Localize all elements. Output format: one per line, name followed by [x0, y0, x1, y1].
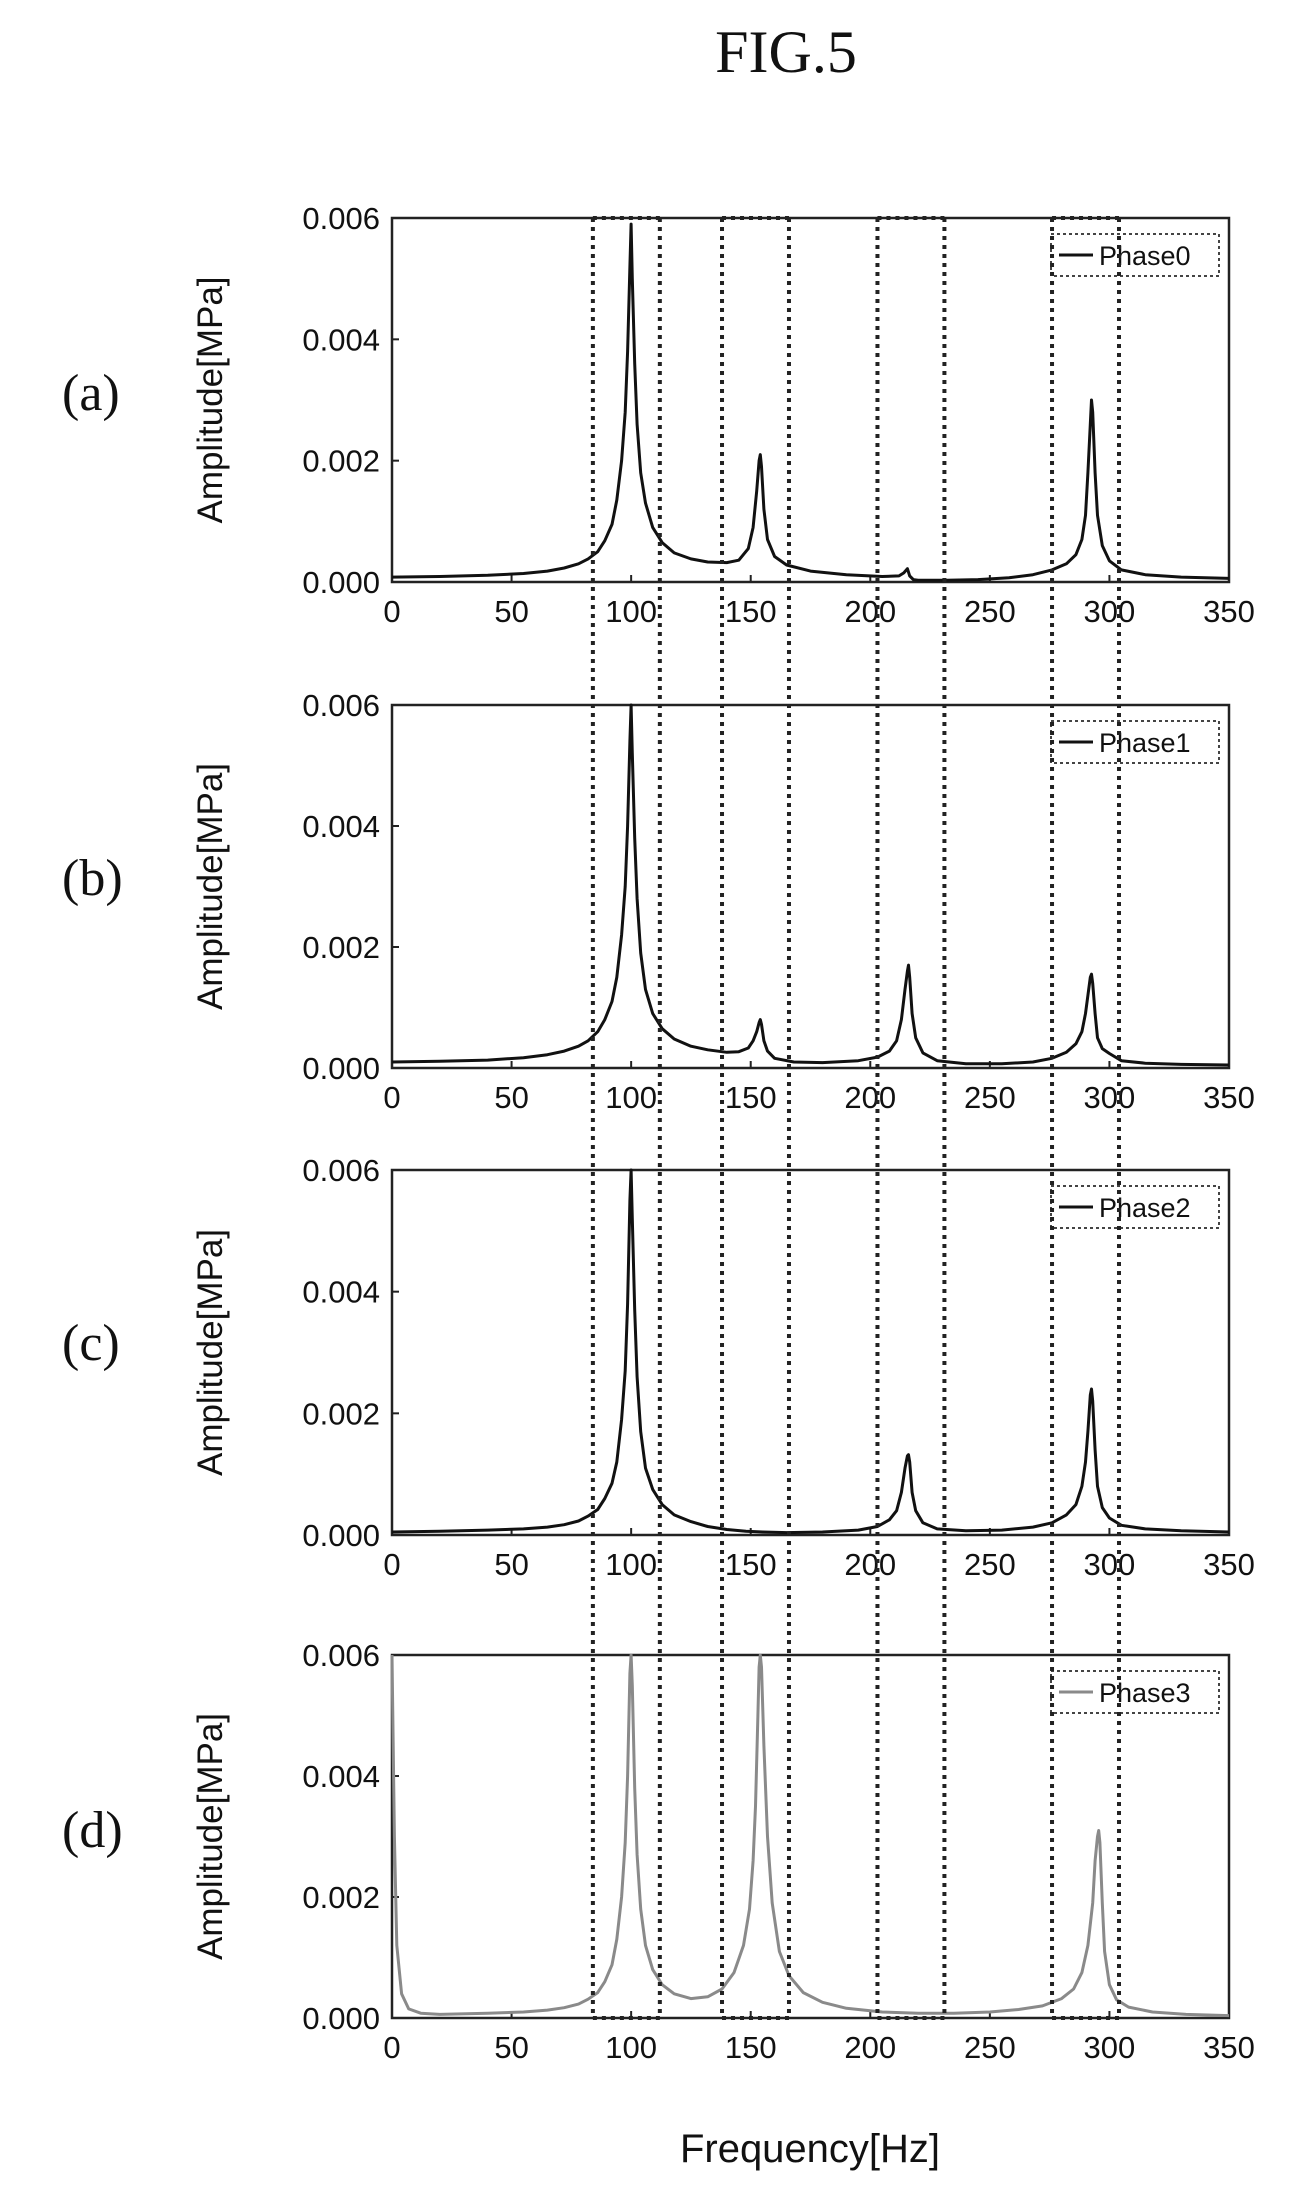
series-line — [391, 1168, 1230, 1535]
chart-panel: 0 50 100 150 200 250 300 350 0.000 0.002 0.004 0.00… — [62, 688, 1255, 1115]
x-tick-label: 150 — [725, 594, 777, 629]
panel-label: (d) — [62, 1802, 123, 1859]
series-line — [391, 222, 1230, 582]
x-tick-label: 0 — [383, 594, 400, 629]
y-tick-label: 0.000 — [302, 2001, 380, 2036]
y-tick-label: 0.002 — [302, 930, 380, 965]
x-tick-label: 50 — [494, 1547, 528, 1582]
y-tick-label: 0.004 — [302, 1759, 380, 1794]
x-tick-label: 250 — [964, 2030, 1016, 2065]
x-tick-label: 350 — [1203, 594, 1255, 629]
y-tick-label: 0.006 — [302, 201, 380, 236]
y-tick-label: 0.006 — [302, 688, 380, 723]
y-tick-label: 0.004 — [302, 1275, 380, 1310]
y-tick-label: 0.006 — [302, 1153, 380, 1188]
y-tick-label: 0.006 — [302, 1638, 380, 1673]
y-tick-label: 0.000 — [302, 565, 380, 600]
x-tick-label: 150 — [725, 1547, 777, 1582]
plot-frame — [390, 216, 1231, 584]
plot-frame — [390, 1168, 1231, 1537]
x-tick-label: 300 — [1084, 2030, 1136, 2065]
x-tick-label: 200 — [844, 1547, 896, 1582]
band-guide-lines — [590, 216, 1121, 2020]
plot-frame — [390, 1653, 1231, 2020]
x-tick-label: 200 — [844, 1080, 896, 1115]
x-tick-label: 0 — [383, 2030, 400, 2065]
figure-title: FIG.5 — [715, 19, 857, 85]
legend-label: Phase3 — [1099, 1678, 1191, 1708]
x-tick-label: 50 — [494, 2030, 528, 2065]
y-tick-label: 0.004 — [302, 322, 380, 357]
panel-label: (b) — [62, 850, 123, 907]
x-tick-label: 300 — [1084, 1547, 1136, 1582]
x-tick-label: 100 — [605, 2030, 657, 2065]
y-tick-label: 0.002 — [302, 1880, 380, 1915]
chart-panel: 0 50 100 150 200 250 300 350 0.000 0.002 0.004 0.00… — [62, 1153, 1255, 1582]
x-tick-label: 100 — [605, 1547, 657, 1582]
x-tick-label: 200 — [844, 594, 896, 629]
x-tick-label: 350 — [1203, 1080, 1255, 1115]
x-tick-label: 350 — [1203, 2030, 1255, 2065]
y-tick-label: 0.002 — [302, 444, 380, 479]
x-tick-label: 100 — [605, 594, 657, 629]
series-line — [391, 703, 1230, 1067]
x-tick-label: 50 — [494, 594, 528, 629]
y-tick-label: 0.000 — [302, 1051, 380, 1086]
panel-label: (c) — [62, 1315, 120, 1372]
y-axis-label: Amplitude[MPa] — [191, 763, 230, 1010]
x-tick-label: 350 — [1203, 1547, 1255, 1582]
y-axis-label: Amplitude[MPa] — [191, 276, 230, 523]
chart-panel: 0 50 100 150 200 250 300 350 0.000 0.002 0.004 0.00… — [62, 1638, 1255, 2065]
x-tick-label: 0 — [383, 1547, 400, 1582]
chart-panel: 0 50 100 150 200 250 300 350 0.000 0.002 0.004 0.00… — [62, 201, 1255, 629]
y-tick-label: 0.002 — [302, 1396, 380, 1431]
x-axis-label: Frequency[Hz] — [680, 2127, 940, 2171]
x-tick-label: 200 — [844, 2030, 896, 2065]
x-tick-label: 250 — [964, 1080, 1016, 1115]
legend-label: Phase2 — [1099, 1193, 1191, 1223]
x-tick-label: 150 — [725, 1080, 777, 1115]
chart-panels: 0 50 100 150 200 250 300 350 0.000 0.002 0.004 0.00… — [62, 201, 1255, 2065]
y-axis-label: Amplitude[MPa] — [191, 1713, 230, 1960]
plot-frame — [390, 703, 1231, 1070]
x-tick-label: 0 — [383, 1080, 400, 1115]
y-tick-label: 0.004 — [302, 809, 380, 844]
legend-label: Phase0 — [1099, 241, 1191, 271]
x-tick-label: 300 — [1084, 594, 1136, 629]
x-tick-label: 250 — [964, 594, 1016, 629]
x-tick-label: 150 — [725, 2030, 777, 2065]
x-tick-label: 100 — [605, 1080, 657, 1115]
series-line — [390, 1653, 1230, 2018]
legend-label: Phase1 — [1099, 728, 1191, 758]
x-tick-label: 250 — [964, 1547, 1016, 1582]
panel-label: (a) — [62, 365, 120, 422]
y-axis-label: Amplitude[MPa] — [191, 1229, 230, 1476]
x-tick-label: 300 — [1084, 1080, 1136, 1115]
x-tick-label: 50 — [494, 1080, 528, 1115]
y-tick-label: 0.000 — [302, 1518, 380, 1553]
